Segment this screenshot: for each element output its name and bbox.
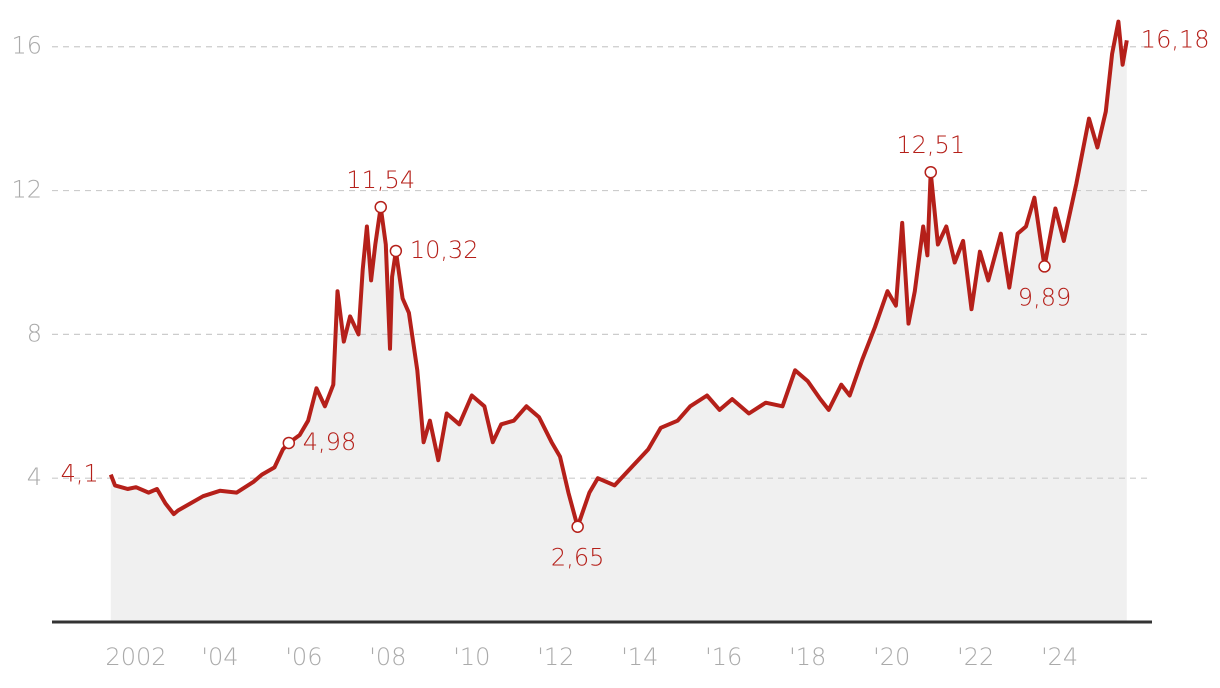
annotation-marker [282,436,296,450]
annotation-label: 2,65 [551,544,604,572]
annotation-marker [924,165,937,179]
x-tick-label: '18 [789,643,826,671]
x-tick-label: '14 [621,643,658,671]
x-tick-label: '16 [705,643,742,671]
x-tick-label: '04 [201,643,238,671]
x-tick-label: '22 [957,643,994,671]
annotation-label: 9,89 [1018,283,1071,311]
x-tick-label: '08 [369,643,406,671]
y-tick-label: 4 [27,463,42,491]
annotation-label: 11,54 [346,166,415,194]
annotation-label: 10,32 [410,236,479,264]
x-tick-label: 2002 [105,643,166,671]
y-tick-label: 16 [11,32,42,60]
x-tick-label: '20 [873,643,910,671]
annotation-marker [389,244,403,258]
y-tick-label: 12 [11,176,42,204]
annotation-label: 12,51 [896,131,965,159]
area [110,21,1127,623]
y-tick-label: 8 [27,319,42,347]
annotation-marker [374,200,387,214]
x-tick-label: '12 [537,643,574,671]
x-tick-label: '24 [1041,643,1078,671]
annotation-label: 4,98 [303,428,356,456]
annotation-marker [1038,260,1051,273]
x-tick-label: '10 [453,643,490,671]
annotation-label: 16,18 [1141,25,1210,53]
x-tick-label: '06 [285,643,322,671]
annotation-marker [571,520,584,533]
annotation-label: 4,1 [61,460,99,488]
